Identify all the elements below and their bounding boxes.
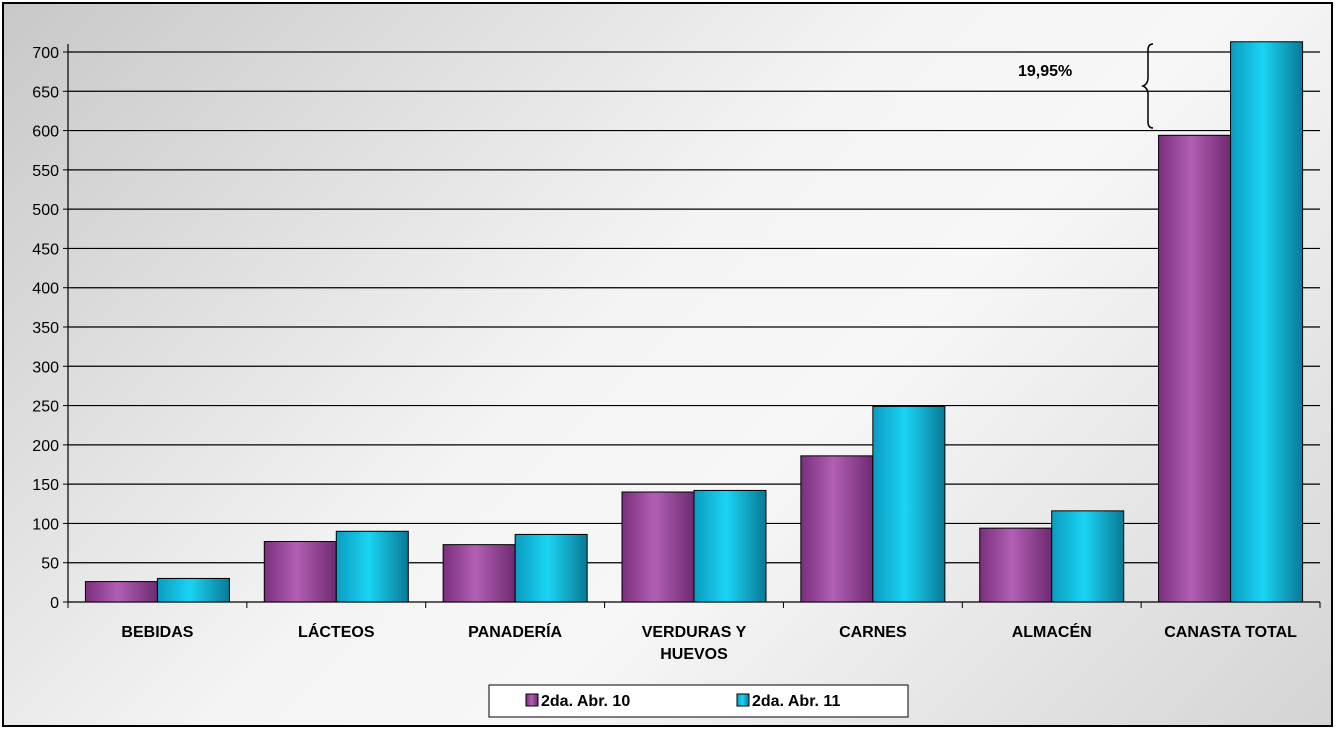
bar-series-1-6 <box>1158 134 1232 603</box>
y-tick-label: 250 <box>32 399 59 416</box>
percent-annotation: 19,95% <box>1018 43 1154 129</box>
y-tick-label: 100 <box>32 516 59 533</box>
y-tick-label: 350 <box>32 320 59 337</box>
y-tick-label: 650 <box>32 84 59 101</box>
y-tick-label: 500 <box>32 202 59 219</box>
y-tick-label: 0 <box>50 595 59 612</box>
gridlines <box>68 51 1320 564</box>
bar-series-2-5 <box>1051 510 1125 603</box>
y-tick-label: 200 <box>32 438 59 455</box>
x-category-label: CANASTA TOTAL <box>1164 624 1297 641</box>
bar-series-2-6 <box>1230 41 1304 603</box>
x-category-label: CARNES <box>839 624 907 641</box>
y-tick-label: 400 <box>32 281 59 298</box>
bar-series-2-2 <box>514 533 588 603</box>
y-tick-label: 50 <box>41 556 59 573</box>
bar-series-1-2 <box>442 544 516 603</box>
legend-label-series-1: 2da. Abr. 10 <box>541 693 630 710</box>
annotation-text: 19,95% <box>1018 63 1072 80</box>
bar-series-1-3 <box>621 491 695 603</box>
x-category-label: LÁCTEOS <box>298 622 375 641</box>
bar-series-2-3 <box>693 489 767 603</box>
y-tick-label: 600 <box>32 124 59 141</box>
bars <box>84 41 1304 603</box>
bar-series-2-4 <box>872 405 946 603</box>
annotation-brace <box>1140 43 1154 129</box>
y-tick-label: 700 <box>32 45 59 62</box>
labels: 0 50 100 150 200 250 300 350 400 450 500 550 600 650 7… <box>32 45 1297 663</box>
bar-series-2-0 <box>156 577 230 603</box>
y-tick-label: 550 <box>32 163 59 180</box>
bar-series-1-4 <box>800 455 874 603</box>
bar-series-1-0 <box>84 581 158 603</box>
y-tick-label: 150 <box>32 477 59 494</box>
x-category-label: ALMACÉN <box>1012 622 1092 641</box>
y-tick-label: 300 <box>32 359 59 376</box>
legend-label-series-2: 2da. Abr. 11 <box>752 693 840 710</box>
bar-series-2-1 <box>335 530 409 603</box>
legend-swatch-series-2 <box>736 693 750 707</box>
x-category-label: VERDURAS Y HUEVOS <box>642 624 747 663</box>
y-tick-label: 450 <box>32 241 59 258</box>
bar-series-1-5 <box>979 527 1053 603</box>
x-category-label: PANADERÍA <box>468 622 562 641</box>
bar-series-1-1 <box>263 541 337 603</box>
legend-box <box>488 684 909 718</box>
legend-swatch-series-1 <box>525 693 539 707</box>
legend: 2da. Abr. 10 2da. Abr. 11 <box>488 684 909 718</box>
x-category-label: BEBIDAS <box>121 624 193 641</box>
